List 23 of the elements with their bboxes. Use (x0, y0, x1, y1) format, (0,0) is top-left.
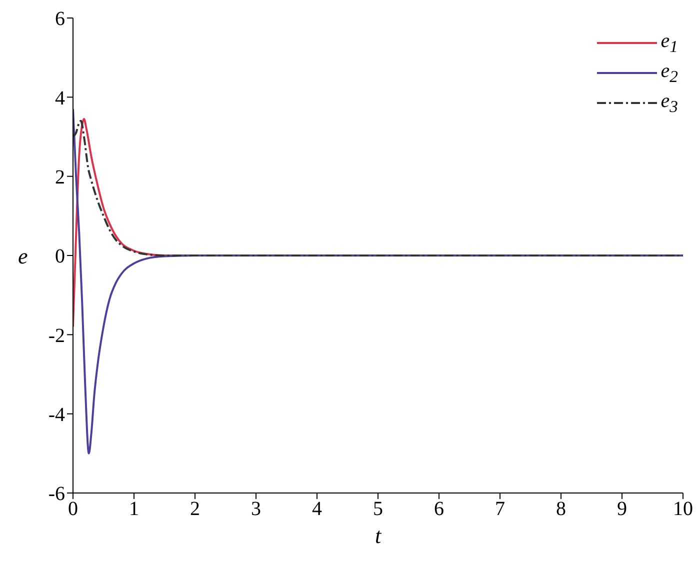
x-tick-label: 3 (251, 498, 261, 520)
x-tick-label: 9 (617, 498, 627, 520)
y-axis-title: e (18, 243, 28, 268)
x-axis-title: t (374, 523, 382, 548)
y-tick-label: 4 (55, 87, 65, 110)
y-tick-label: -4 (48, 404, 65, 426)
legend-label: e$_{2}$ (660, 60, 678, 86)
y-tick-label: 0 (55, 246, 65, 268)
y-tick-label: 6 (55, 8, 65, 30)
y-tick-label: -2 (48, 324, 65, 347)
x-tick-label: 7 (495, 498, 505, 520)
x-tick-label: 1 (129, 498, 139, 520)
legend-label: e$_{3}$ (660, 90, 678, 116)
x-tick-label: 2 (190, 498, 200, 520)
y-tick-label: -6 (48, 483, 65, 506)
y-tick-label: 2 (55, 166, 65, 188)
x-tick-label: 6 (434, 498, 444, 520)
legend-label: e$_{1}$ (660, 30, 678, 56)
x-tick-label: 10 (673, 498, 693, 520)
x-tick-label: 5 (373, 498, 383, 520)
x-tick-label: 4 (312, 498, 322, 520)
line-series (73, 120, 683, 256)
x-tick-label: 8 (556, 498, 566, 520)
